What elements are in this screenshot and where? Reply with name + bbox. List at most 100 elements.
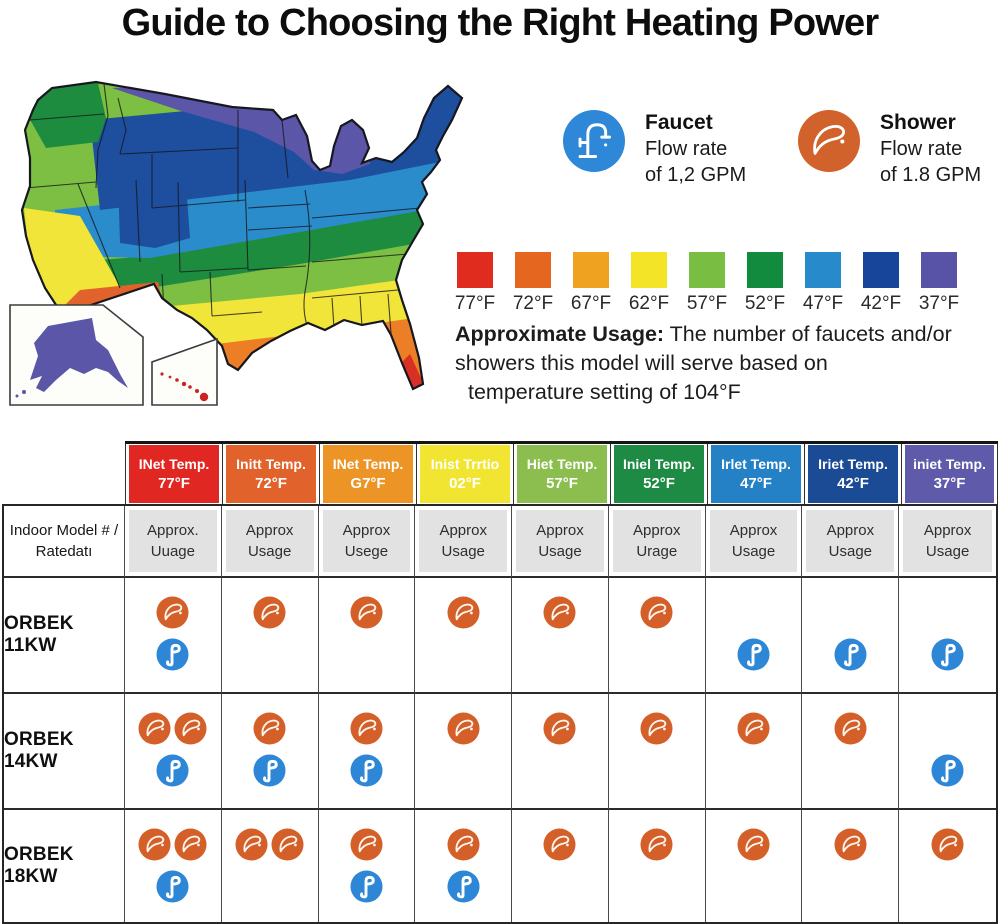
legend-swatch	[805, 252, 841, 288]
faucet-icon	[253, 753, 286, 787]
shower-icon	[174, 711, 207, 745]
legend-label: 37°F	[918, 293, 960, 314]
usage-line2: Usage	[731, 543, 776, 560]
usage-cell-text: Approx Urage	[612, 510, 701, 572]
faucet-icon	[447, 869, 480, 903]
shower-slot	[543, 827, 576, 861]
shower-slot	[737, 711, 770, 745]
shower-flow-line2: of 1.8 GPM	[880, 164, 982, 186]
legend-label: 57°F	[686, 293, 728, 314]
usage-line2: Usage	[441, 543, 485, 560]
table-cell	[608, 578, 706, 694]
legend-swatch	[515, 252, 551, 288]
usage-table: Indoor Model # / Ratedatı Approx. Uuage Ap…	[2, 504, 998, 924]
faucet-icon	[350, 753, 383, 787]
legend-label: 47°F	[802, 293, 844, 314]
usage-cell: Approx Usege	[318, 506, 416, 578]
header-temp-label: INet Temp.	[138, 456, 210, 472]
header-column: Inist Trrtio 02°F	[416, 444, 513, 507]
legend-item: 37°F	[910, 252, 968, 315]
shower-slot	[640, 827, 673, 861]
alaska-inset	[9, 304, 144, 406]
usage-line1: Approx	[633, 522, 681, 539]
header-cell: Irlet Temp. 47°F	[711, 445, 801, 503]
shower-flow-info: Shower Flow rate of 1.8 GPM	[798, 110, 981, 188]
shower-icon	[253, 595, 286, 629]
header-temp-value: 42°F	[837, 475, 869, 492]
header-temp-value: G7°F	[350, 475, 386, 492]
header-temp-label: Initt Temp.	[236, 456, 306, 472]
header-cell: Inist Trrtio 02°F	[420, 445, 510, 503]
shower-icon	[543, 827, 576, 861]
header-cell: Initt Temp. 72°F	[226, 445, 316, 503]
shower-icon	[447, 595, 480, 629]
header-column: iniet Temp. 37°F	[901, 444, 998, 507]
shower-icon	[834, 827, 867, 861]
shower-slot	[253, 595, 286, 629]
shower-icon	[350, 711, 383, 745]
legend-label: 77°F	[454, 293, 496, 314]
table-cell	[899, 810, 996, 922]
header-temp-label: INet Temp.	[332, 456, 404, 472]
usage-cell: Approx Usage	[705, 506, 803, 578]
usage-cell: Approx Usage	[512, 506, 609, 578]
shower-slot	[447, 595, 480, 629]
faucet-icon	[350, 869, 383, 903]
faucet-slot	[253, 753, 286, 787]
faucet-slot	[156, 869, 189, 903]
usage-note-label: Approximate Usage:	[455, 322, 665, 346]
shower-icon	[253, 711, 286, 745]
usage-line2: Usage	[247, 543, 292, 560]
faucet-slot	[350, 753, 383, 787]
shower-slot	[543, 711, 576, 745]
shower-icon	[640, 827, 673, 861]
header-column: Initt Temp. 72°F	[222, 444, 319, 507]
table-cell	[415, 578, 513, 694]
table-cell	[415, 810, 513, 922]
table-cell	[125, 810, 222, 922]
faucet-icon	[156, 753, 189, 787]
shower-icon	[447, 827, 480, 861]
legend-swatch	[921, 252, 957, 288]
table-cell	[221, 578, 319, 694]
usage-line1: Approx	[536, 522, 584, 539]
shower-icon	[156, 595, 189, 629]
table-cell	[802, 810, 900, 922]
usage-line2: Urage	[636, 543, 678, 560]
table-cell	[608, 810, 706, 922]
header-cell: Iriet Temp. 42°F	[808, 445, 898, 503]
usage-note-line1: The number of faucets and/or	[664, 322, 952, 346]
header-column: INet Temp. 77°F	[125, 444, 222, 507]
usage-cell-text: Approx Usage	[709, 510, 798, 572]
temperature-legend: 77°F 72°F 67°F 62°F 57°F 52°F 47°F 42°F 37°F	[446, 252, 968, 315]
usage-cell-text: Approx. Uuage	[129, 510, 217, 572]
table-cell	[318, 810, 416, 922]
us-outline	[20, 80, 464, 391]
usage-cell-text: Approx Usage	[516, 510, 604, 572]
faucet-flow-line1: Flow rate	[645, 138, 728, 160]
legend-item: 57°F	[678, 252, 736, 315]
usage-line1: Approx	[439, 522, 487, 539]
faucet-slot	[447, 869, 480, 903]
header-column: Irlet Temp. 47°F	[707, 444, 804, 507]
header-column: INet Temp. G7°F	[319, 444, 416, 507]
faucet-icon	[931, 753, 964, 787]
faucet-icon	[563, 110, 625, 172]
header-column: Iniel Temp. 52°F	[610, 444, 707, 507]
table-cell	[221, 810, 319, 922]
usage-line1: Approx	[729, 522, 778, 539]
usage-cell-text: Approx Usage	[419, 510, 508, 572]
faucet-icon	[156, 869, 189, 903]
header-temp-value: 77°F	[158, 475, 190, 492]
legend-label: 67°F	[570, 293, 612, 314]
usage-line1: Approx.	[147, 522, 199, 539]
shower-slot	[447, 827, 480, 861]
usage-cell: Approx. Uuage	[125, 506, 222, 578]
corner-line2: Ratedatı	[35, 543, 93, 560]
faucet-slot	[737, 637, 770, 671]
usage-cell: Approx Usage	[415, 506, 513, 578]
usage-line2: Usage	[538, 543, 582, 560]
model-cell: ORBEK 14KW	[4, 694, 125, 810]
table-cell	[512, 694, 609, 810]
